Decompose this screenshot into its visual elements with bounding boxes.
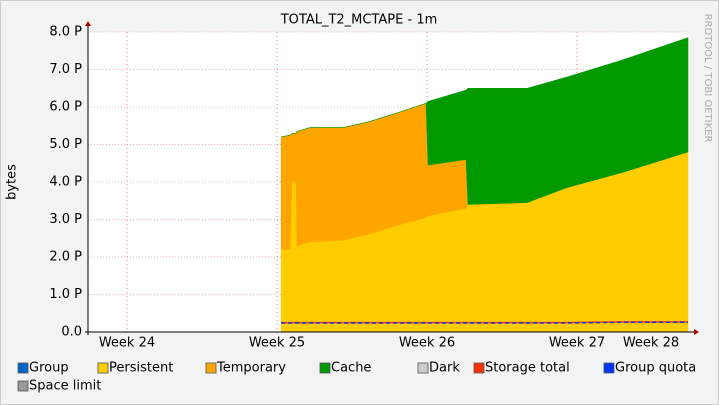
legend-swatch xyxy=(17,380,29,392)
legend-label: Group quota xyxy=(615,361,696,376)
legend-label: Temporary xyxy=(216,361,286,376)
legend-label: Persistent xyxy=(109,361,173,376)
x-tick-label: Week 24 xyxy=(99,336,155,351)
legend-swatch xyxy=(319,362,331,374)
y-tick-label: 4.0 P xyxy=(49,175,82,190)
area xyxy=(281,37,689,205)
x-tick-label: Week 26 xyxy=(399,336,455,351)
y-tick-label: 2.0 P xyxy=(49,250,82,265)
x-tick-label: Week 28 xyxy=(623,336,679,351)
y-tick-label: 5.0 P xyxy=(49,137,82,152)
y-tick-label: 3.0 P xyxy=(49,212,82,227)
axis-arrow xyxy=(85,21,91,26)
watermark: RRDTOOL / TOBI OETIKER xyxy=(702,14,713,143)
legend-swatch xyxy=(205,362,217,374)
legend-label: Dark xyxy=(429,361,460,376)
legend-swatch xyxy=(97,362,109,374)
x-tick-label: Week 27 xyxy=(549,336,605,351)
legend-swatch xyxy=(417,362,429,374)
legend-label: Group xyxy=(29,361,69,376)
legend-label: Cache xyxy=(331,361,371,376)
y-tick-label: 8.0 P xyxy=(49,25,82,40)
legend-label: Space limit xyxy=(29,379,101,394)
line xyxy=(281,321,688,324)
chart-title: TOTAL_T2_MCTAPE - 1m xyxy=(280,13,438,28)
y-tick-label: 6.0 P xyxy=(49,100,82,115)
legend-swatch xyxy=(473,362,485,374)
y-tick-label: 7.0 P xyxy=(49,62,82,77)
legend-swatch xyxy=(603,362,615,374)
axis-arrow xyxy=(694,329,699,335)
y-tick-label: 0.0 xyxy=(61,325,82,340)
y-tick-label: 1.0 P xyxy=(49,287,82,302)
x-tick-label: Week 25 xyxy=(249,336,305,351)
y-axis-label: bytes xyxy=(5,164,20,200)
legend-swatch xyxy=(17,362,29,374)
legend-label: Storage total xyxy=(485,361,570,376)
